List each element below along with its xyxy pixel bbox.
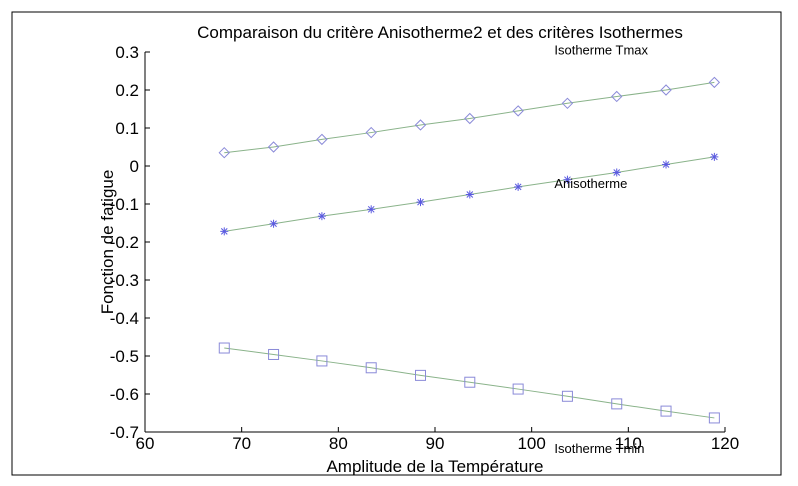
- y-ticks: 0.3 0.2 0.1 0 -0.1 -0.2 -0.3 -0.4 -0.5 -0.6 -0.7: [110, 43, 150, 442]
- data-point-star: [465, 190, 474, 199]
- data-point-square: [611, 398, 623, 410]
- data-point-diamond: [660, 84, 672, 96]
- y-tick-label: -0.2: [110, 233, 139, 252]
- data-point-square: [464, 376, 476, 388]
- x-tick-label: 90: [426, 434, 445, 453]
- data-point-diamond: [316, 133, 328, 146]
- data-point-square: [708, 412, 720, 424]
- data-point-star: [367, 205, 376, 214]
- data-point-square: [316, 355, 328, 367]
- y-tick-label: -0.7: [110, 423, 139, 442]
- x-tick-label: 120: [711, 434, 739, 453]
- data-point-square: [365, 362, 377, 374]
- x-ticks: 60 70 80 90 100 110 120: [136, 427, 739, 453]
- series-group: [218, 76, 721, 424]
- x-axis-label: Amplitude de la Température: [326, 457, 543, 476]
- series-label: Isotherme Tmax: [554, 42, 648, 57]
- y-tick-label: 0.2: [115, 81, 139, 100]
- x-tick-label: 110: [615, 434, 642, 453]
- x-tick-label: 60: [136, 434, 155, 453]
- data-point-diamond: [464, 112, 476, 125]
- data-point-star: [612, 168, 621, 177]
- data-point-square: [561, 390, 573, 402]
- y-tick-label: -0.6: [110, 385, 139, 404]
- data-point-diamond: [218, 146, 230, 159]
- y-tick-label: -0.5: [110, 347, 139, 366]
- data-point-square: [415, 369, 426, 381]
- y-tick-label: 0.1: [115, 119, 139, 138]
- y-tick-label: -0.3: [110, 271, 139, 290]
- data-point-diamond: [414, 119, 427, 131]
- x-tick-label: 100: [517, 434, 545, 453]
- x-tick-label: 70: [232, 434, 251, 453]
- series-line: [224, 347, 715, 419]
- data-point-diamond: [708, 76, 721, 89]
- y-axis-label: Fonction de fatigue: [98, 170, 117, 315]
- data-point-star: [514, 182, 523, 191]
- y-tick-label: -0.4: [110, 309, 139, 328]
- x-tick-label: 80: [329, 434, 348, 453]
- data-point-square: [268, 348, 280, 360]
- data-point-diamond: [611, 90, 623, 103]
- series-labels: Isotherme Tmax Anisotherme Isotherme Tmin: [554, 42, 648, 456]
- series-label: Isotherme Tmin: [554, 441, 644, 456]
- data-point-diamond: [561, 97, 574, 110]
- series-line: [224, 81, 715, 154]
- data-point-star: [269, 219, 278, 228]
- y-tick-label: 0.3: [115, 43, 139, 62]
- data-point-square: [218, 342, 230, 354]
- data-point-star: [220, 227, 229, 236]
- figure-border: [11, 11, 782, 476]
- series-label: Anisotherme: [554, 176, 627, 191]
- data-point-diamond: [267, 141, 280, 153]
- data-point-square: [512, 383, 524, 395]
- chart-title: Comparaison du critère Anisotherme2 et d…: [197, 23, 683, 42]
- data-point-star: [662, 160, 671, 169]
- data-point-star: [710, 152, 719, 161]
- data-point-star: [317, 212, 326, 221]
- y-tick-label: 0: [130, 157, 139, 176]
- data-point-square: [660, 405, 672, 417]
- data-point-star: [563, 175, 572, 184]
- data-point-star: [416, 198, 425, 207]
- data-point-diamond: [365, 126, 377, 139]
- y-tick-label: -0.1: [110, 195, 139, 214]
- data-point-diamond: [512, 105, 524, 117]
